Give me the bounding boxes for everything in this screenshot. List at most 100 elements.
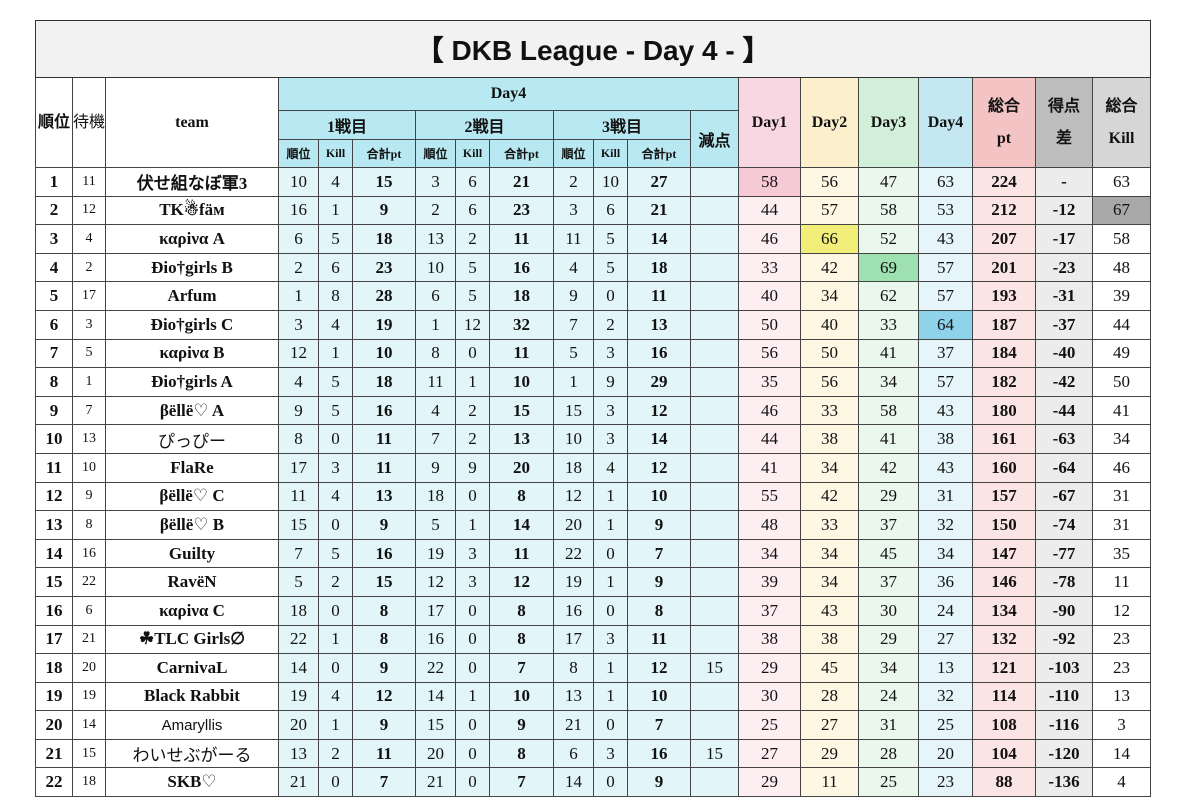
col-day2: Day2 bbox=[800, 77, 859, 168]
team-row: 13 8 βëllë♡ B 15 0 9 5 1 14 20 1 9 48 33 37 32 150 -74 31 bbox=[35, 510, 1152, 540]
col-sub: 順位 bbox=[415, 139, 456, 168]
penalty-cell bbox=[690, 367, 739, 397]
m-rank-cell: 10 bbox=[553, 424, 594, 454]
total-kill-cell: 48 bbox=[1091, 252, 1152, 283]
wait-cell: 7 bbox=[72, 395, 106, 426]
day-pt-cell: 69 bbox=[858, 252, 919, 283]
m-kill-cell: 3 bbox=[593, 738, 628, 769]
m-rank-cell: 13 bbox=[553, 681, 594, 712]
m-pt-cell: 13 bbox=[489, 424, 554, 454]
m-kill-cell: 0 bbox=[593, 710, 628, 740]
team-cell: καρiνα C bbox=[105, 595, 279, 626]
wait-cell: 20 bbox=[72, 653, 106, 683]
col-total-kill: 総合Kill bbox=[1091, 77, 1152, 168]
team-cell: Ðio†girls B bbox=[105, 252, 279, 283]
day-pt-cell: 33 bbox=[858, 309, 919, 340]
total-pt-cell: 108 bbox=[972, 710, 1036, 740]
col-rank: 順位 bbox=[35, 77, 73, 168]
penalty-cell bbox=[690, 481, 739, 512]
total-kill-cell: 35 bbox=[1091, 538, 1152, 569]
m-pt-cell: 10 bbox=[627, 681, 691, 712]
m-kill-cell: 0 bbox=[455, 338, 490, 369]
m-pt-cell: 9 bbox=[489, 710, 554, 740]
m-kill-cell: 0 bbox=[455, 624, 490, 655]
pt-diff-cell: -42 bbox=[1035, 367, 1093, 397]
m-rank-cell: 19 bbox=[415, 538, 456, 569]
day-pt-cell: 38 bbox=[918, 424, 973, 454]
m-rank-cell: 18 bbox=[415, 481, 456, 512]
day-pt-cell: 37 bbox=[858, 567, 919, 597]
total-kill-cell: 34 bbox=[1091, 424, 1152, 454]
m-rank-cell: 13 bbox=[415, 224, 456, 254]
team-row: 3 4 καρiνα A 6 5 18 13 2 11 11 5 14 46 66 52 43 207 -17 58 bbox=[35, 224, 1152, 254]
m-pt-cell: 29 bbox=[627, 367, 691, 397]
total-pt-cell: 193 bbox=[972, 281, 1036, 311]
m-pt-cell: 32 bbox=[489, 309, 554, 340]
m-kill-cell: 0 bbox=[455, 481, 490, 512]
m-rank-cell: 11 bbox=[553, 224, 594, 254]
day-pt-cell: 43 bbox=[918, 224, 973, 254]
team-cell: TK☃fäм bbox=[105, 195, 279, 226]
total-pt-cell: 161 bbox=[972, 424, 1036, 454]
rank-cell: 5 bbox=[35, 281, 73, 311]
m-kill-cell: 3 bbox=[318, 452, 353, 483]
day-pt-cell: 56 bbox=[800, 367, 859, 397]
wait-cell: 13 bbox=[72, 424, 106, 454]
m-kill-cell: 0 bbox=[455, 595, 490, 626]
day-pt-cell: 39 bbox=[738, 567, 801, 597]
m-rank-cell: 3 bbox=[278, 309, 319, 340]
m-rank-cell: 16 bbox=[553, 595, 594, 626]
day-pt-cell: 43 bbox=[918, 395, 973, 426]
day-pt-cell: 36 bbox=[918, 567, 973, 597]
pt-diff-cell: - bbox=[1035, 167, 1093, 197]
rank-cell: 14 bbox=[35, 538, 73, 569]
m-rank-cell: 19 bbox=[553, 567, 594, 597]
m-kill-cell: 2 bbox=[455, 424, 490, 454]
m-kill-cell: 1 bbox=[593, 681, 628, 712]
m-pt-cell: 11 bbox=[627, 281, 691, 311]
m-pt-cell: 14 bbox=[627, 224, 691, 254]
day-pt-cell: 33 bbox=[738, 252, 801, 283]
team-row: 12 9 βëllë♡ C 11 4 13 18 0 8 12 1 10 55 42 29 31 157 -67 3… bbox=[35, 481, 1152, 512]
total-pt-cell: 150 bbox=[972, 510, 1036, 540]
m-pt-cell: 9 bbox=[352, 710, 416, 740]
m-pt-cell: 16 bbox=[627, 738, 691, 769]
wait-cell: 12 bbox=[72, 195, 106, 226]
m-kill-cell: 1 bbox=[455, 510, 490, 540]
penalty-cell bbox=[690, 224, 739, 254]
col-diff: 得点差 bbox=[1035, 77, 1093, 168]
day-pt-cell: 28 bbox=[800, 681, 859, 712]
col-match: 1戦目 bbox=[278, 110, 416, 140]
m-rank-cell: 6 bbox=[553, 738, 594, 769]
pt-diff-cell: -63 bbox=[1035, 424, 1093, 454]
team-cell: SKB♡ bbox=[105, 767, 279, 798]
col-penalty: 減点 bbox=[690, 110, 739, 168]
m-pt-cell: 11 bbox=[489, 538, 554, 569]
m-kill-cell: 0 bbox=[455, 710, 490, 740]
total-kill-cell: 63 bbox=[1091, 167, 1152, 197]
day-pt-cell: 29 bbox=[858, 481, 919, 512]
m-kill-cell: 2 bbox=[455, 224, 490, 254]
total-pt-cell: 187 bbox=[972, 309, 1036, 340]
team-row: 6 3 Ðio†girls C 3 4 19 1 12 32 7 2 13 50 40 33 64 187 -37… bbox=[35, 309, 1152, 340]
wait-cell: 3 bbox=[72, 309, 106, 340]
wait-cell: 9 bbox=[72, 481, 106, 512]
penalty-cell bbox=[690, 395, 739, 426]
pt-diff-cell: -23 bbox=[1035, 252, 1093, 283]
m-rank-cell: 9 bbox=[415, 452, 456, 483]
m-pt-cell: 12 bbox=[489, 567, 554, 597]
team-row: 14 16 Guilty 7 5 16 19 3 11 22 0 7 34 34 45 34 147 -77 35 bbox=[35, 538, 1152, 569]
rank-cell: 7 bbox=[35, 338, 73, 369]
team-cell: ぴっぴー bbox=[105, 424, 279, 454]
day-pt-cell: 43 bbox=[800, 595, 859, 626]
m-pt-cell: 16 bbox=[352, 395, 416, 426]
m-kill-cell: 10 bbox=[593, 167, 628, 197]
m-kill-cell: 5 bbox=[318, 538, 353, 569]
day-pt-cell: 58 bbox=[858, 395, 919, 426]
day-pt-cell: 41 bbox=[738, 452, 801, 483]
team-cell: CarnivaL bbox=[105, 653, 279, 683]
m-kill-cell: 0 bbox=[593, 767, 628, 798]
wait-cell: 18 bbox=[72, 767, 106, 798]
penalty-cell bbox=[690, 452, 739, 483]
team-row: 11 10 FlaRe 17 3 11 9 9 20 18 4 12 41 34 42 43 160 -64 46 bbox=[35, 452, 1152, 483]
